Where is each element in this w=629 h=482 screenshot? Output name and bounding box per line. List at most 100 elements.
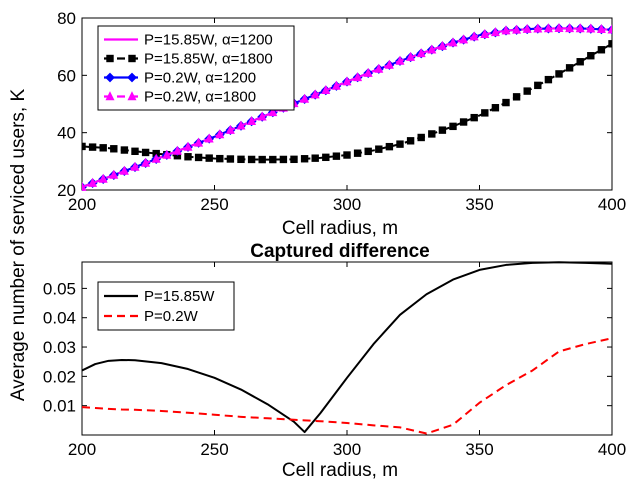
top-chart-data-point: [110, 145, 118, 153]
top-chart-data-point: [247, 155, 256, 164]
top-chart-data-point: [608, 40, 612, 48]
top-chart-data-point: [575, 23, 585, 33]
top-chart-x-tick-label: 350: [465, 195, 493, 214]
top-chart-data-point: [555, 70, 563, 78]
top-chart-data-point: [98, 173, 108, 183]
top-chart-data-point: [269, 155, 277, 164]
top-chart-data-point: [448, 37, 458, 47]
top-chart-data-point: [151, 153, 161, 163]
top-chart-y-tick-label: 60: [57, 66, 76, 85]
top-chart-data-point: [607, 24, 612, 34]
top-chart-data-point: [587, 52, 595, 60]
top-chart-data-point: [331, 80, 341, 90]
top-chart-series-line: [82, 27, 612, 189]
top-chart-data-point: [88, 143, 97, 151]
bottom-chart-y-tick-label: 0.05: [43, 279, 76, 298]
top-chart-data-point: [406, 51, 416, 61]
bottom-chart-series-0: [82, 261, 612, 434]
bottom-chart-y-tick-label: 0.02: [43, 367, 76, 386]
top-chart-data-point: [162, 149, 172, 159]
top-chart-legend-label: P=15.85W, α=1800: [144, 51, 273, 68]
top-chart-data-point: [205, 154, 213, 162]
top-chart-data-point: [396, 140, 404, 148]
top-chart-data-point: [554, 23, 564, 33]
top-chart-data-point: [375, 145, 383, 153]
top-chart-data-point: [502, 98, 510, 107]
top-chart-data-point: [184, 153, 192, 161]
top-chart-legend-marker: [127, 72, 137, 83]
top-chart-data-point: [586, 23, 596, 33]
top-chart-data-point: [279, 155, 288, 164]
top-chart-series-1: [82, 40, 612, 164]
shared-y-axis-label: Average number of serviced users, K: [8, 89, 29, 402]
top-chart-data-point: [215, 129, 225, 139]
top-chart-data-point: [257, 111, 267, 121]
top-chart-data-point: [459, 118, 468, 126]
top-chart-data-point: [512, 93, 521, 101]
top-chart-data-point: [310, 89, 320, 99]
top-chart-data-point: [596, 23, 606, 33]
top-chart-data-point: [141, 148, 150, 157]
top-chart-data-point: [311, 154, 319, 162]
top-chart-legend-label: P=0.2W, α=1200: [144, 70, 256, 87]
top-chart-legend-label: P=0.2W, α=1800: [144, 89, 256, 106]
top-chart-data-point: [300, 155, 309, 163]
top-chart-data-point: [300, 93, 310, 103]
top-chart-data-point: [237, 155, 245, 164]
top-chart-data-point: [490, 27, 500, 37]
top-chart-y-tick-label: 80: [57, 9, 76, 28]
top-chart-series-3: [82, 23, 612, 191]
top-chart-data-point: [172, 145, 182, 155]
top-chart-data-point: [82, 142, 86, 151]
top-chart-data-point: [88, 177, 98, 187]
top-chart-legend-marker: [105, 91, 115, 101]
top-chart-data-point: [236, 120, 246, 130]
top-chart-x-tick-label: 250: [200, 195, 228, 214]
top-chart-data-point: [501, 25, 511, 35]
top-chart-data-point: [480, 28, 490, 38]
top-chart-data-point: [119, 165, 129, 175]
top-chart-legend-marker: [127, 91, 137, 101]
top-chart-x-tick-label: 200: [68, 195, 96, 214]
top-chart-data-point: [216, 154, 224, 163]
top-chart-data-point: [342, 76, 352, 86]
top-chart-data-point: [534, 81, 542, 90]
top-chart-data-point: [491, 104, 500, 112]
top-chart-legend-marker: [128, 54, 136, 63]
top-chart-data-point: [428, 130, 436, 138]
bottom-chart-x-tick-label: 400: [598, 440, 626, 459]
top-chart-data-point: [321, 85, 331, 95]
top-chart-data-point: [374, 63, 384, 73]
top-chart-x-tick-label: 300: [333, 195, 361, 214]
bottom-chart-y-tick-label: 0.04: [43, 309, 76, 328]
bottom-chart-legend: [97, 281, 235, 331]
top-chart-data-point: [385, 142, 394, 151]
bottom-chart-title: Captured difference: [250, 241, 429, 262]
bottom-chart-x-axis-label: Cell radius, m: [282, 460, 398, 481]
top-chart-data-point: [268, 107, 278, 117]
top-chart-data-point: [597, 46, 606, 54]
top-chart-data-point: [437, 40, 447, 50]
top-chart-data-point: [565, 23, 575, 33]
top-chart-data-point: [406, 137, 415, 145]
top-chart-legend-marker: [106, 54, 114, 63]
bottom-chart-x-tick-label: 300: [333, 440, 361, 459]
top-chart-data-point: [343, 151, 351, 159]
top-chart-data-point: [226, 155, 235, 163]
top-chart-data-point: [120, 146, 129, 154]
bottom-chart-x-tick-label: 350: [465, 440, 493, 459]
top-chart-legend-label: P=15.85W, α=1200: [144, 32, 273, 49]
top-chart-data-point: [353, 72, 363, 82]
top-chart-data-point: [469, 31, 479, 41]
top-chart-data-point: [332, 152, 341, 160]
top-chart-data-point: [449, 122, 457, 131]
top-chart-data-point: [130, 161, 140, 171]
top-chart-data-point: [109, 169, 119, 179]
top-chart-data-point: [544, 75, 553, 84]
top-chart-data-point: [183, 141, 193, 151]
top-chart-data-point: [99, 144, 107, 152]
top-chart-data-point: [533, 23, 543, 33]
top-chart-data-point: [194, 153, 203, 162]
top-chart-data-point: [290, 155, 298, 164]
top-chart-data-point: [470, 113, 478, 122]
